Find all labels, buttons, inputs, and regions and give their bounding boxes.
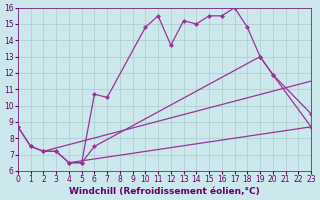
X-axis label: Windchill (Refroidissement éolien,°C): Windchill (Refroidissement éolien,°C) <box>69 187 260 196</box>
